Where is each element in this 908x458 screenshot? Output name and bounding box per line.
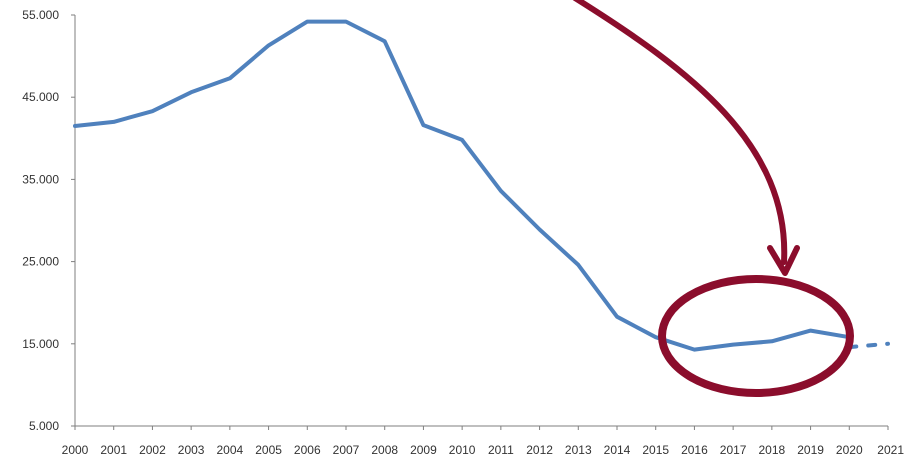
y-tick-label: 5.000 <box>29 419 59 433</box>
x-tick-label: 2018 <box>759 443 786 457</box>
x-tick-label: 2019 <box>797 443 824 457</box>
annotation <box>572 0 854 397</box>
x-tick-label: 2020 <box>836 443 863 457</box>
x-tick-label: 2015 <box>642 443 669 457</box>
x-tick-label: 2004 <box>217 443 244 457</box>
annotation-arrow <box>572 0 788 265</box>
y-tick-label: 25.000 <box>22 255 59 269</box>
x-tick-label: 2002 <box>139 443 166 457</box>
x-axis: 2000 2001 2002 2003 2004 2005 2006 2007 2008 2009… <box>62 425 904 457</box>
y-tick-label: 55.000 <box>22 8 59 22</box>
series-line-dashed <box>847 341 890 350</box>
y-tick-label: 35.000 <box>22 172 59 186</box>
x-tick-label: 2003 <box>178 443 205 457</box>
y-tick-label: 45.000 <box>22 90 59 104</box>
x-tick-label: 2014 <box>604 443 631 457</box>
x-tick-label: 2008 <box>371 443 398 457</box>
x-tick-label: 2000 <box>62 443 89 457</box>
x-tick-label: 2013 <box>565 443 592 457</box>
y-axis: 5.000 15.000 25.000 35.000 45.000 55.000 <box>22 8 76 433</box>
x-tick-label: 2016 <box>681 443 708 457</box>
x-tick-label: 2021 <box>877 443 904 457</box>
highlight-ellipse <box>658 275 854 397</box>
x-tick-label: 2017 <box>720 443 747 457</box>
x-tick-label: 2012 <box>526 443 553 457</box>
x-tick-label: 2010 <box>449 443 476 457</box>
x-tick-label: 2011 <box>488 443 514 457</box>
series-layer <box>73 19 890 352</box>
arrow-head <box>767 245 800 276</box>
x-tick-label: 2005 <box>255 443 282 457</box>
x-tick-label: 2001 <box>100 443 127 457</box>
y-tick-label: 15.000 <box>22 337 59 351</box>
x-tick-label: 2007 <box>333 443 360 457</box>
series-line <box>73 19 852 352</box>
x-tick-label: 2006 <box>294 443 321 457</box>
x-tick-label: 2009 <box>410 443 437 457</box>
